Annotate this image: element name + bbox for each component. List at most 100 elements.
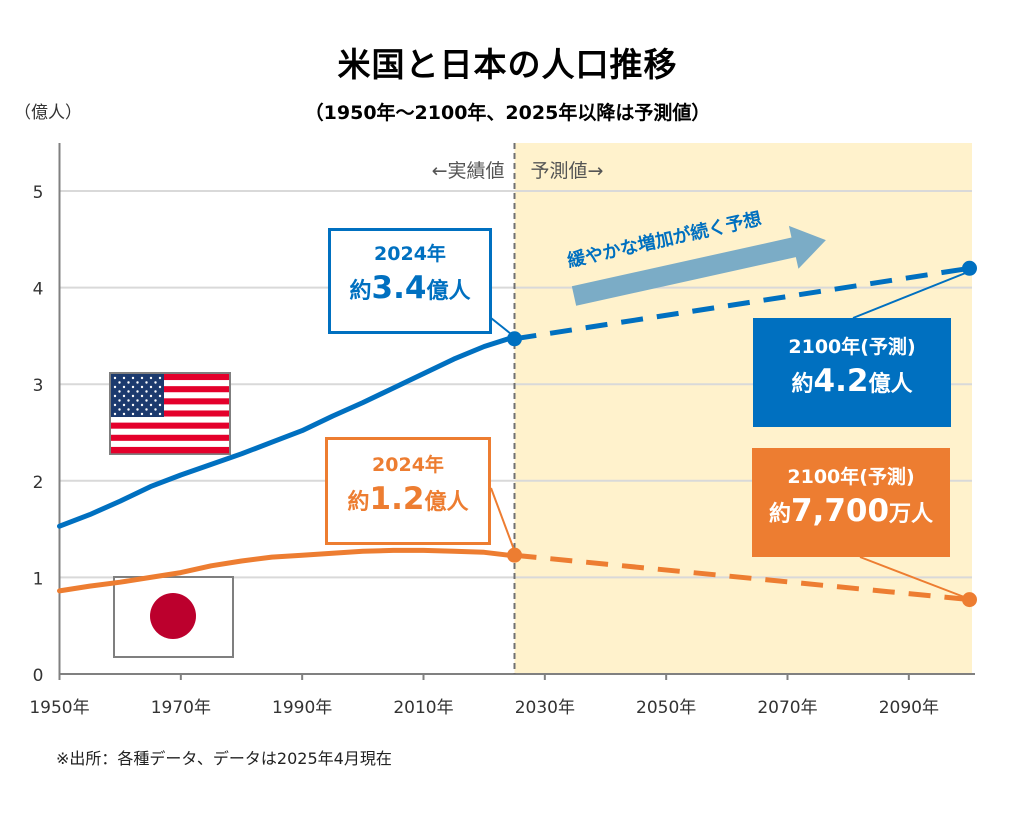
x-tick-label: 2050年 — [636, 698, 696, 718]
x-tick-label: 1970年 — [151, 698, 211, 718]
flag-star — [136, 399, 139, 402]
jp-2100-callout: 2100年(予測) 約7,700万人 — [752, 448, 950, 557]
flag-star — [145, 408, 148, 411]
forecast-period-label: 予測値→ — [531, 160, 604, 182]
us-2024-prefix: 約 — [349, 278, 372, 304]
flag-star — [127, 399, 130, 402]
us-data-marker — [507, 331, 522, 347]
flag-star — [158, 376, 162, 380]
flag-stripe — [111, 422, 229, 429]
x-tick-label: 2070年 — [757, 698, 817, 718]
jp-2100-value-line: 約7,700万人 — [752, 492, 950, 531]
trend-arrow — [571, 225, 826, 306]
us-2024-year: 2024年 — [374, 243, 446, 265]
flag-star — [149, 412, 153, 416]
us-2100-prefix: 約 — [791, 371, 814, 397]
flag-star — [113, 376, 117, 380]
us-2024-value: 3.4 — [371, 269, 427, 306]
flag-star — [145, 399, 148, 402]
x-tick-label: 1950年 — [29, 698, 89, 718]
flag-star — [149, 403, 153, 407]
us-2100-suffix: 億人 — [868, 371, 913, 397]
flag-star — [118, 381, 121, 384]
flag-star — [136, 408, 139, 411]
flag-star — [127, 381, 130, 384]
jp-2024-callout: 2024年 約1.2億人 — [325, 437, 491, 545]
us-2100-value: 4.2 — [813, 362, 869, 399]
flag-star — [158, 385, 162, 389]
flag-stripe — [111, 386, 229, 393]
us-forecast-line — [514, 265, 970, 342]
flag-star — [140, 385, 144, 389]
us-data-marker — [962, 260, 977, 276]
flag-stripe — [111, 410, 229, 417]
y-tick-label: 1 — [33, 569, 44, 589]
jp-forecast-line — [514, 552, 970, 603]
jp-2100-year: 2100年(予測) — [787, 466, 915, 488]
flag-star — [118, 408, 121, 411]
flag-star — [140, 376, 144, 380]
source-note: ※出所：各種データ、データは2025年4月現在 — [56, 749, 392, 768]
flag-stripe — [111, 446, 229, 454]
flag-star — [127, 390, 130, 393]
jp-data-marker — [962, 592, 977, 608]
flag-star — [149, 376, 153, 380]
flag-star — [140, 412, 144, 416]
flag-star — [140, 394, 144, 398]
japan-flag-icon — [113, 576, 234, 658]
y-tick-label: 3 — [33, 376, 44, 396]
jp-2100-prefix: 約 — [768, 501, 791, 527]
flag-star — [113, 394, 117, 398]
us-2100-value-line: 約4.2億人 — [753, 362, 951, 401]
us-2024-suffix: 億人 — [426, 278, 471, 304]
x-axis-ticks: 1950年 1970年 1990年 2010年 2030年 2050年 2070年 2090年 — [29, 674, 939, 718]
flag-star — [158, 394, 162, 398]
flag-star — [154, 399, 157, 402]
flag-star — [118, 399, 121, 402]
y-axis-unit: （億人） — [14, 103, 82, 123]
actual-period-label: ←実績値 — [432, 160, 505, 182]
flag-star — [113, 403, 117, 407]
flag-stripe — [111, 440, 229, 448]
flag-star — [122, 385, 126, 389]
x-tick-label: 2010年 — [393, 698, 453, 718]
flag-stripe — [111, 434, 229, 442]
flag-stripe — [111, 416, 229, 423]
x-tick-label: 1990年 — [272, 698, 332, 718]
flag-star — [140, 403, 144, 407]
jp-2100-suffix: 万人 — [889, 501, 934, 527]
flag-stripe — [111, 398, 229, 405]
flag-star — [154, 381, 157, 384]
flag-star — [122, 403, 126, 407]
flag-stripe — [111, 380, 229, 387]
flag-star — [136, 390, 139, 393]
flag-star — [131, 412, 135, 416]
y-tick-label: 5 — [33, 183, 44, 203]
jp-2100-leader-line — [859, 556, 973, 601]
us-2100-year: 2100年(予測) — [788, 336, 916, 358]
flag-star — [145, 390, 148, 393]
us-2024-value-line: 約3.4億人 — [331, 269, 489, 308]
chart-title: 米国と日本の人口推移 — [337, 45, 678, 84]
flag-stripe — [111, 404, 229, 411]
flag-star — [158, 412, 162, 416]
flag-star — [122, 394, 126, 398]
flag-star — [149, 394, 153, 398]
flag-star — [113, 412, 117, 416]
jp-2024-value-line: 約1.2億人 — [328, 480, 488, 519]
y-axis-ticks: 0 1 2 3 4 5 — [33, 183, 44, 686]
y-tick-label: 0 — [33, 666, 44, 686]
jp-2100-value: 7,700 — [790, 492, 890, 529]
jp-2024-value: 1.2 — [369, 480, 425, 517]
flag-star — [145, 381, 148, 384]
flag-star — [113, 385, 117, 389]
jp-2024-leader-line — [490, 487, 517, 556]
y-tick-label: 4 — [33, 280, 44, 300]
flag-star — [131, 376, 135, 380]
flag-star — [131, 403, 135, 407]
jp-2024-year: 2024年 — [372, 454, 444, 476]
flag-star — [154, 390, 157, 393]
us-2100-leader-line — [852, 269, 974, 319]
flag-stripe — [111, 392, 229, 399]
flag-star — [158, 403, 162, 407]
